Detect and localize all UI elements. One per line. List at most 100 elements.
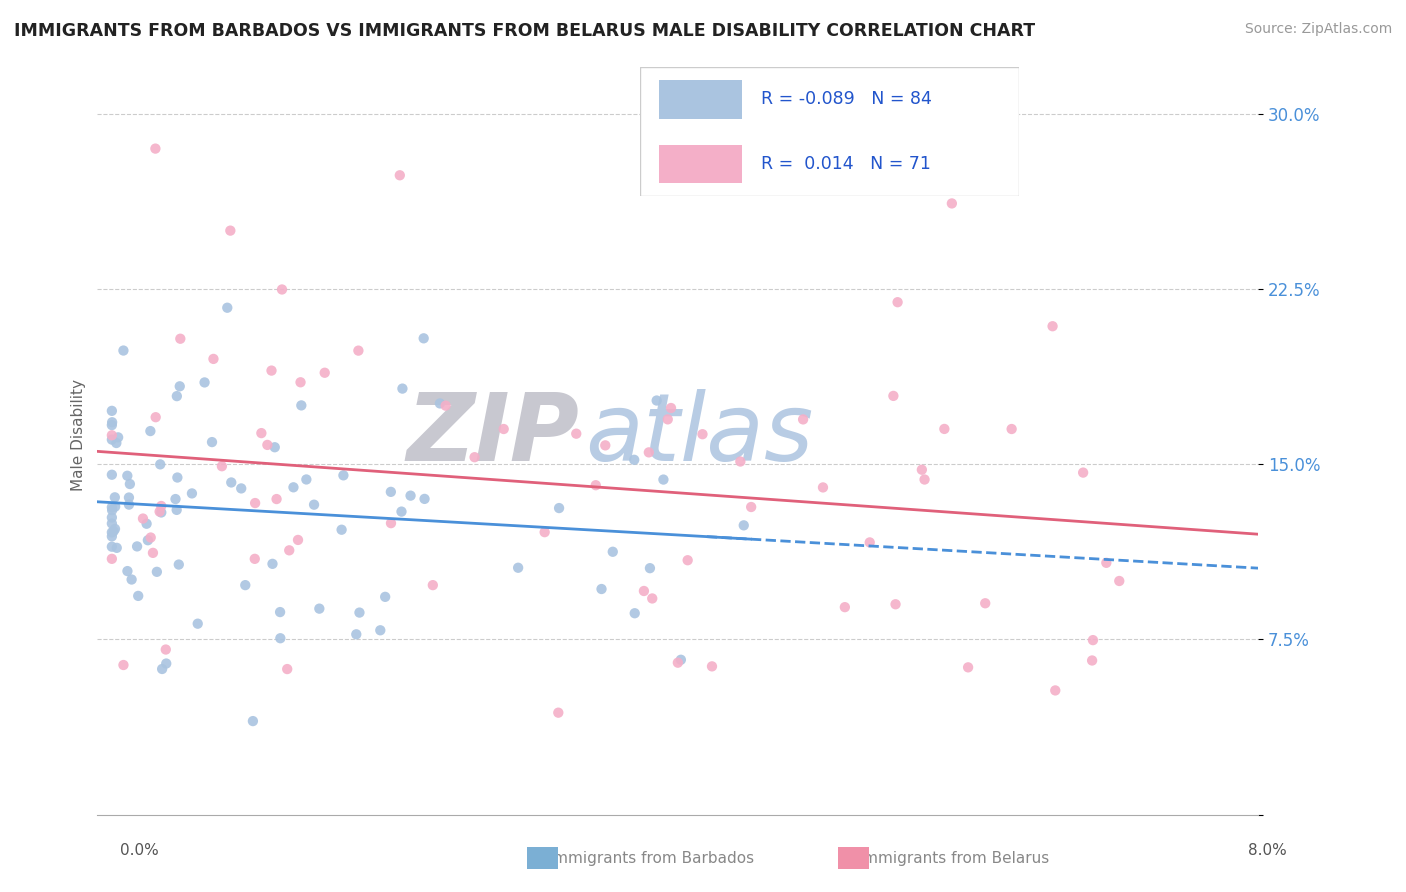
Point — [332, 468, 354, 483]
Point — [202, 351, 225, 366]
Point — [669, 653, 692, 667]
Point — [412, 331, 434, 345]
Point — [834, 600, 856, 615]
Point — [101, 516, 124, 531]
Point — [941, 196, 963, 211]
Point — [101, 510, 124, 524]
Point — [155, 657, 177, 671]
Point — [269, 605, 291, 619]
Point — [295, 473, 318, 487]
Text: R = -0.089   N = 84: R = -0.089 N = 84 — [761, 90, 932, 108]
Point — [547, 706, 569, 720]
Point — [139, 424, 162, 438]
Bar — [658, 145, 742, 184]
Point — [302, 498, 325, 512]
Point — [308, 601, 330, 615]
Point — [692, 427, 714, 442]
Point — [1071, 466, 1094, 480]
Point — [380, 516, 402, 530]
Point — [150, 662, 173, 676]
Point — [700, 659, 723, 673]
Point — [169, 332, 191, 346]
Point — [118, 477, 141, 491]
Point — [391, 382, 413, 396]
Point — [1095, 556, 1118, 570]
Text: Immigrants from Belarus: Immigrants from Belarus — [844, 851, 1049, 865]
Point — [145, 142, 167, 156]
Point — [250, 426, 273, 441]
Point — [149, 458, 172, 472]
Text: atlas: atlas — [585, 389, 813, 481]
Point — [1081, 633, 1104, 648]
Text: 8.0%: 8.0% — [1247, 843, 1286, 858]
Point — [676, 553, 699, 567]
Point — [380, 484, 402, 499]
Point — [150, 506, 173, 520]
Text: Source: ZipAtlas.com: Source: ZipAtlas.com — [1244, 22, 1392, 37]
Point — [101, 433, 124, 447]
Point — [101, 467, 124, 482]
Point — [260, 363, 283, 377]
Point — [585, 478, 607, 492]
Point — [974, 596, 997, 610]
Point — [344, 627, 367, 641]
Point — [733, 518, 755, 533]
Point — [103, 524, 125, 539]
Bar — [658, 79, 742, 119]
Point — [287, 533, 309, 547]
Point — [391, 505, 413, 519]
Point — [101, 418, 124, 433]
Point — [107, 430, 129, 444]
Point — [219, 475, 242, 490]
Point — [145, 410, 167, 425]
Point — [1045, 683, 1067, 698]
Point — [201, 435, 224, 450]
Point — [623, 452, 645, 467]
Point — [262, 557, 284, 571]
Point — [117, 468, 139, 483]
Point — [101, 500, 124, 515]
Point — [136, 533, 159, 548]
Point — [219, 224, 242, 238]
Point — [388, 168, 411, 182]
Point — [1042, 319, 1064, 334]
Point — [104, 491, 127, 505]
Point — [243, 552, 266, 566]
Point — [101, 503, 124, 517]
Point — [633, 584, 655, 599]
Text: R =  0.014   N = 71: R = 0.014 N = 71 — [761, 155, 931, 173]
Point — [150, 499, 173, 513]
Point — [118, 491, 141, 505]
Point — [149, 505, 172, 519]
Point — [429, 396, 451, 410]
Point — [290, 376, 312, 390]
Point — [146, 565, 169, 579]
Point — [911, 463, 934, 477]
FancyBboxPatch shape — [640, 67, 1019, 196]
Point — [740, 500, 762, 514]
Point — [135, 516, 157, 531]
Point — [211, 459, 233, 474]
Point — [602, 545, 624, 559]
Text: ZIP: ZIP — [406, 389, 579, 481]
Point — [166, 503, 188, 517]
Point — [623, 606, 645, 620]
Point — [276, 662, 298, 676]
Point — [464, 450, 486, 465]
Point — [187, 616, 209, 631]
Point — [278, 543, 301, 558]
Point — [314, 366, 336, 380]
Point — [101, 415, 124, 429]
Point — [492, 422, 515, 436]
Point — [242, 714, 264, 728]
Point — [101, 551, 124, 566]
Point — [263, 440, 285, 454]
Point — [565, 426, 588, 441]
Point — [349, 606, 371, 620]
Point — [934, 422, 956, 436]
Point — [181, 486, 204, 500]
Point — [167, 558, 190, 572]
Point — [422, 578, 444, 592]
Point — [127, 589, 149, 603]
Point — [645, 393, 668, 408]
